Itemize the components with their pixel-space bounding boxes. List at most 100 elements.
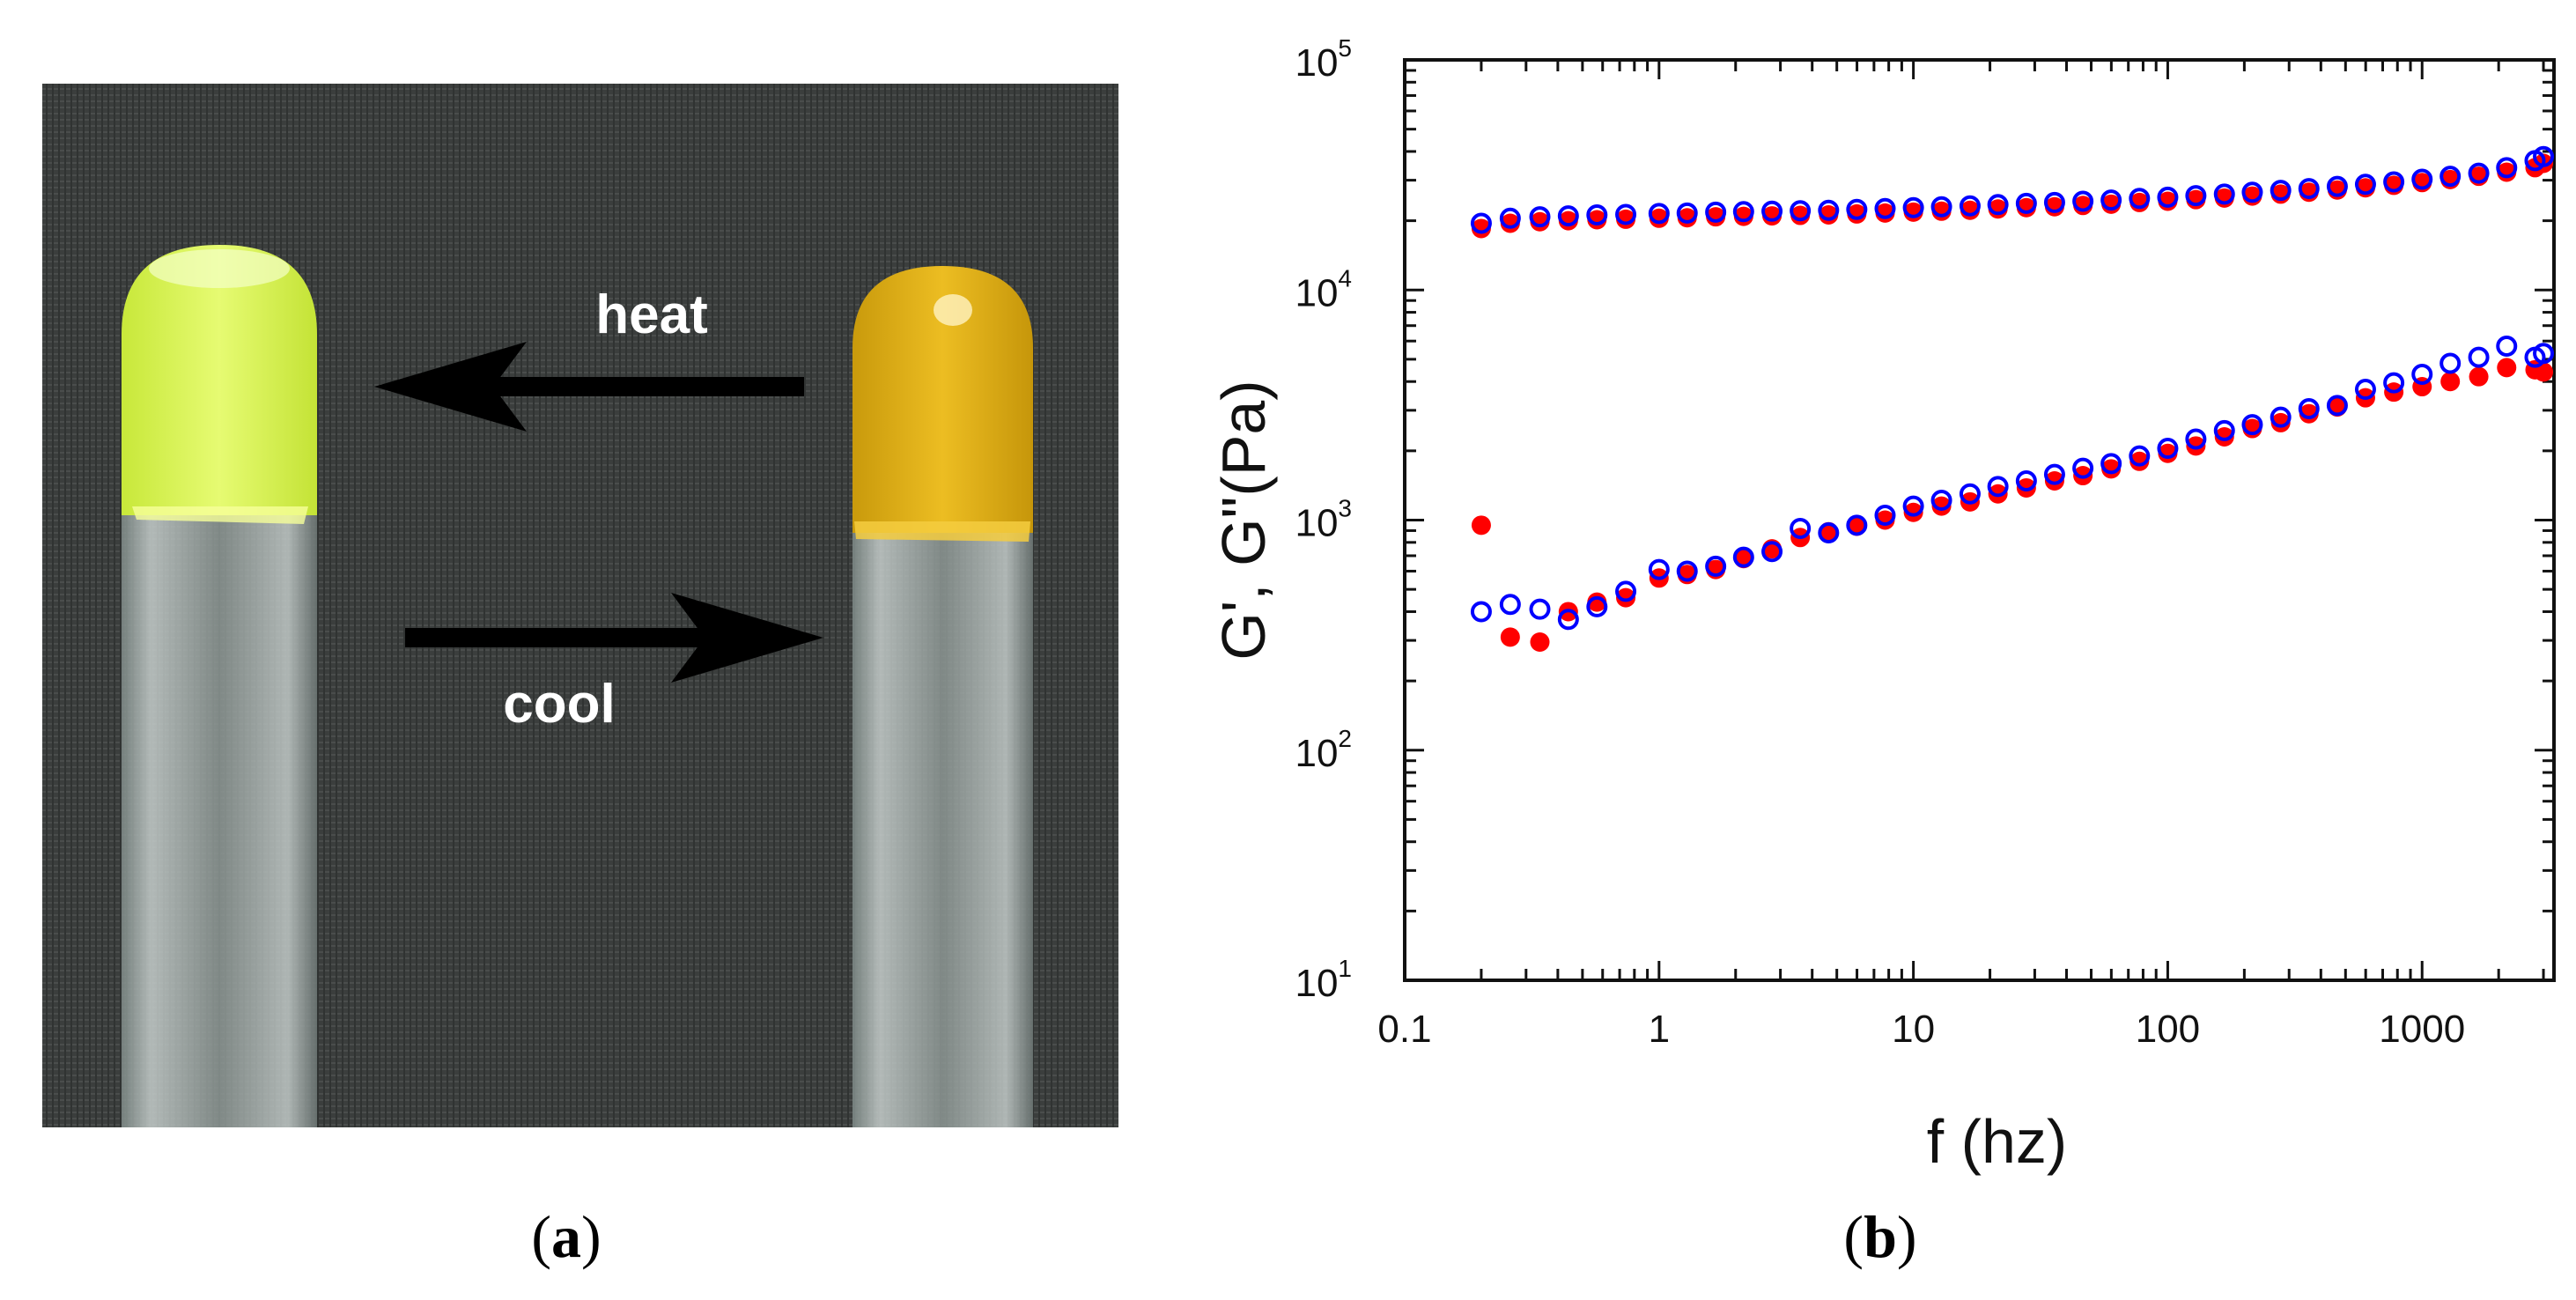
data-point-open [1930,489,1952,511]
data-point-filled [1500,213,1520,233]
data-point-open [2354,174,2376,196]
right-vial [853,266,1033,1127]
x-tick-label: 1 [1649,1008,1670,1051]
data-point-open [2496,336,2518,358]
data-point-open [2241,414,2263,436]
series-gfilled [1471,153,2554,239]
data-point-filled [2469,366,2489,387]
data-point-open [2496,157,2518,179]
data-point-open [2411,364,2433,386]
data-point-filled [1706,207,1726,227]
data-point-open [1705,555,1727,577]
series-gopen [1470,336,2555,631]
data-point-filled [1471,515,1491,536]
data-point-filled [1903,502,1923,522]
data-point-open [2411,168,2433,190]
caption-a: (a) [531,1203,602,1270]
data-point-open [1959,195,1981,217]
data-point-filled [1530,211,1550,232]
data-point-open [1846,514,1868,536]
data-point-open [2157,438,2179,460]
data-point-open [2213,419,2235,441]
data-point-filled [2299,403,2319,424]
cool-label: cool [503,674,615,735]
data-point-open [1499,594,1521,616]
data-point-open [1615,580,1637,602]
data-point-open [2100,453,2122,475]
data-point-open [1529,598,1551,620]
data-point-open [2185,185,2207,207]
data-point-filled [1471,218,1491,239]
data-point-open [2354,379,2376,401]
data-point-open [1902,495,1924,517]
data-point-open [1987,194,2009,216]
cool-arrow [405,593,823,683]
data-point-open [1470,601,1492,623]
data-point-open [2326,395,2348,417]
x-tick-label: 1000 [2379,1008,2465,1051]
data-point-filled [1733,206,1753,226]
data-point-open [1818,199,1840,221]
data-point-open [1499,207,1521,229]
data-point-open [2129,445,2151,467]
data-point-open [1732,546,1754,568]
data-point-open [2439,166,2462,188]
data-point-filled [2016,477,2036,498]
data-point-open [1959,483,1981,505]
heat-label: heat [595,284,707,345]
data-point-open [1615,203,1637,225]
caption-b: (b) [1843,1203,1917,1270]
data-point-open [1732,201,1754,223]
data-point-open [2157,186,2179,208]
data-point-open [1930,196,1952,218]
data-point-filled [1616,587,1636,608]
data-point-open [2270,406,2292,428]
data-point-filled [1847,203,1867,224]
data-point-open [1557,609,1579,631]
data-point-open [2072,457,2094,479]
data-point-open [2043,463,2065,485]
series-gfilled [1471,358,2554,653]
data-point-filled [1875,510,1895,530]
data-point-open [1874,197,1896,219]
data-point-filled [2129,451,2150,471]
x-tick-label: 100 [2136,1008,2200,1051]
y-axis-label: G', G"(Pa) [1209,380,1278,660]
heat-arrow [374,342,804,432]
data-point-open [1676,560,1698,582]
data-point-open [1818,522,1840,544]
data-point-filled [2044,471,2064,491]
data-point-open [2270,180,2292,202]
data-point-open [1761,541,1783,563]
data-point-open [2185,428,2207,450]
data-point-filled [1762,206,1783,226]
data-point-filled [1677,208,1697,228]
data-point-open [1790,200,1812,222]
data-point-filled [2214,426,2234,447]
data-point-open [2383,171,2405,193]
x-tick-label: 10 [1892,1008,1935,1051]
data-point-open [2015,470,2037,492]
data-point-filled [2440,372,2461,392]
data-point-open [1790,517,1812,539]
data-point-open [1648,558,1670,580]
data-point-open [2298,397,2320,419]
data-point-open [1902,196,1924,218]
y-tick-label: 104 [1295,264,1352,314]
data-point-open [2533,145,2555,167]
series-gopen [1470,145,2555,234]
data-point-filled [1558,211,1578,231]
y-tick-label: 103 [1295,495,1352,545]
data-point-filled [2497,358,2517,378]
data-point-open [2468,346,2490,368]
data-point-open [2015,192,2037,214]
data-point-filled [1931,496,1952,516]
data-point-open [1846,198,1868,220]
data-point-open [2241,181,2263,203]
data-point-open [1586,203,1608,225]
data-point-filled [2158,443,2178,463]
data-point-open [2439,352,2462,374]
data-point-open [1529,206,1551,228]
left-vial [122,245,317,1127]
